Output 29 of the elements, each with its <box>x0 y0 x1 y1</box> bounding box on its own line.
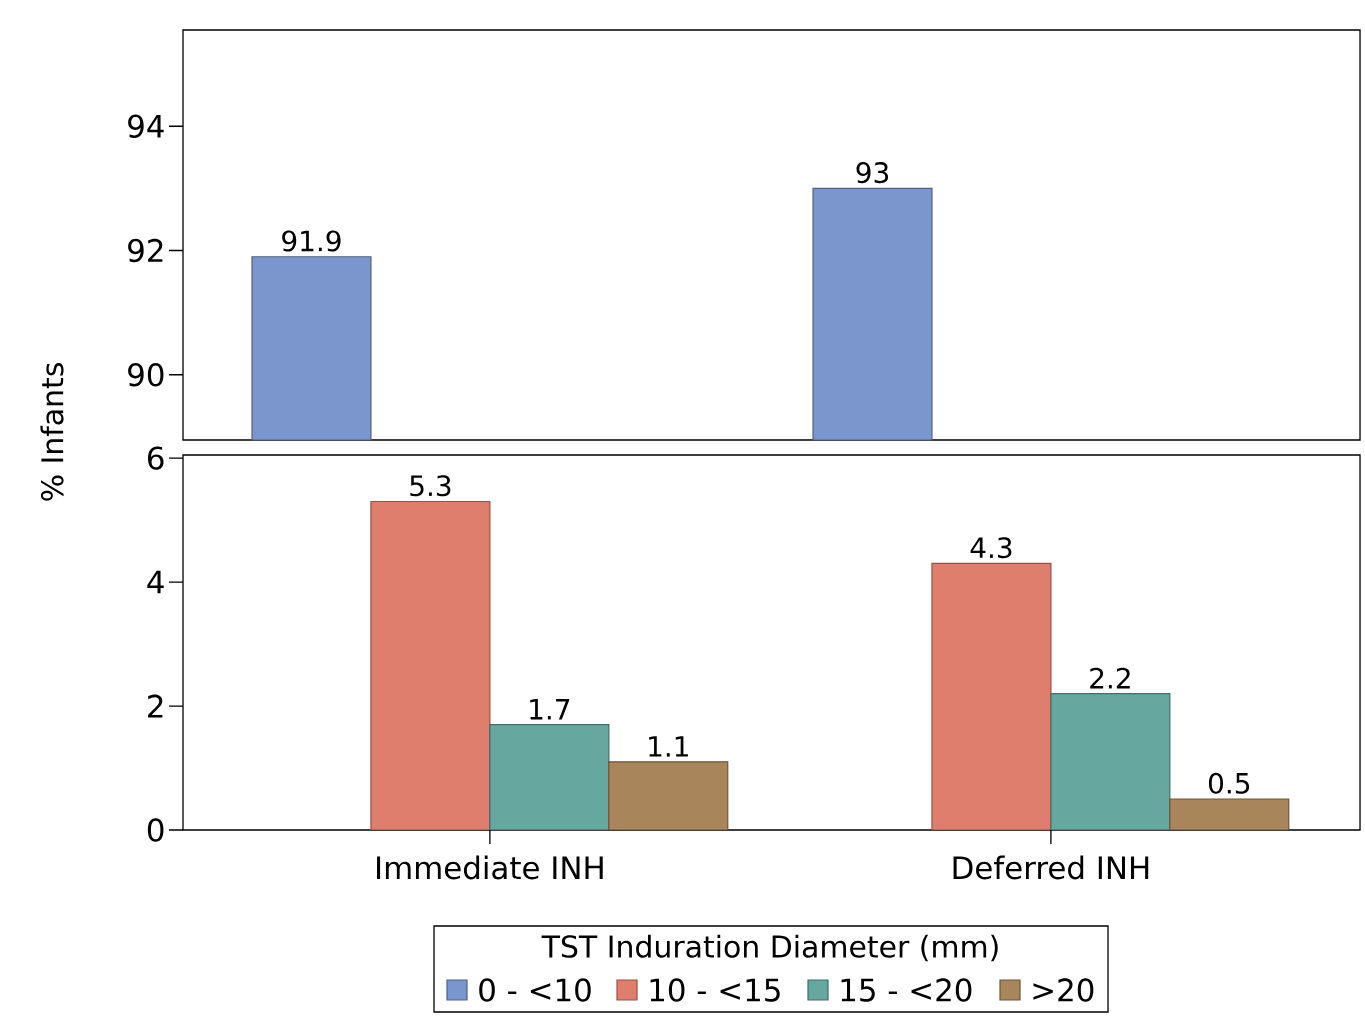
bar <box>608 761 729 830</box>
legend-label: 15 - <20 <box>841 978 972 1002</box>
y-tick-label: 6 <box>147 446 164 470</box>
y-axis-title: % Infants <box>40 363 64 501</box>
y-tick-label: 2 <box>148 694 163 718</box>
x-tick-label: Deferred INH <box>953 855 1149 880</box>
data-label: 93 <box>856 162 889 184</box>
y-tick-label: 94 <box>128 114 164 138</box>
legend-label: 10 - <15 <box>650 978 780 1002</box>
bar <box>931 562 1052 830</box>
legend-title: TST Induration Diameter (mm) <box>541 934 998 962</box>
y-tick-label: 92 <box>128 238 163 263</box>
y-tick-label: 4 <box>147 570 164 594</box>
data-label: 0.5 <box>1208 772 1250 794</box>
x-tick-label: Immediate INH <box>377 855 603 880</box>
data-label: 4.3 <box>970 537 1012 559</box>
bar <box>370 500 491 830</box>
y-tick-label: 0 <box>147 818 164 842</box>
data-label: 5.3 <box>410 475 451 497</box>
y-tick-label: 90 <box>128 363 164 387</box>
data-label: 2.2 <box>1090 667 1130 689</box>
bar <box>1169 798 1290 830</box>
data-label: 1.1 <box>649 736 688 757</box>
bar <box>1050 693 1171 830</box>
bar <box>489 724 610 830</box>
data-label: 91.9 <box>282 230 341 252</box>
legend-label: 0 - <10 <box>479 978 591 1002</box>
data-label: 1.7 <box>530 699 570 720</box>
legend-label: >20 <box>1033 978 1094 1002</box>
